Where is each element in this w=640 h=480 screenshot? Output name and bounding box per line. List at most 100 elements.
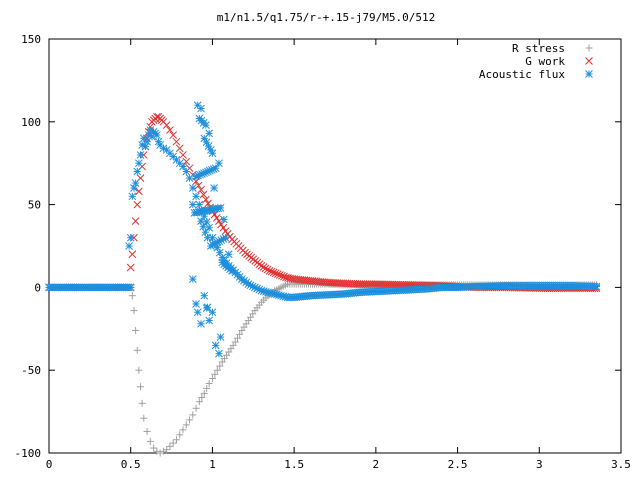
legend-label: Acoustic flux <box>479 68 565 81</box>
series-0-point <box>203 384 211 392</box>
series-2-point <box>188 184 197 192</box>
series-2-point <box>209 165 218 173</box>
series-0-point <box>233 334 241 342</box>
series-2-point <box>205 316 214 325</box>
series-0-point <box>223 351 231 359</box>
x-tick-label: 3 <box>536 458 543 471</box>
series-2-point <box>193 308 202 317</box>
series-0-point <box>135 366 143 374</box>
series-0-point <box>208 374 216 382</box>
series-2-point <box>201 228 210 237</box>
series-0-point <box>205 379 213 387</box>
series-1-point <box>199 190 208 199</box>
series-0-point <box>229 341 237 349</box>
legend-marker <box>585 70 593 78</box>
series-0-point <box>130 307 138 315</box>
series-2-point <box>135 159 143 168</box>
series-1-point <box>179 151 187 159</box>
series-2-point <box>192 300 200 308</box>
series-2-point <box>179 162 187 171</box>
series-1-point <box>273 270 282 279</box>
series-2-point <box>185 174 194 182</box>
series-1-point <box>126 263 135 272</box>
series-1-point <box>335 279 343 287</box>
series-0-point <box>262 294 270 302</box>
series-0-point <box>249 310 257 318</box>
series-1-point <box>275 271 284 279</box>
y-tick-label: 150 <box>21 33 41 46</box>
series-1-point <box>175 144 184 153</box>
series-0-point <box>192 404 200 412</box>
x-tick-label: 3.5 <box>611 458 631 471</box>
series-2-point <box>204 142 213 150</box>
chart-title: m1/n1.5/q1.75/r-+.15-j79/M5.0/512 <box>217 11 436 24</box>
series-2-point <box>202 218 211 226</box>
series-0-point <box>137 383 145 391</box>
series-2-point <box>226 265 234 274</box>
series-0-point <box>213 366 221 374</box>
series-0-point <box>200 389 208 397</box>
series-0-point <box>133 346 141 354</box>
series-0-point <box>159 447 167 455</box>
series-0-point <box>182 421 190 429</box>
series-0-point <box>242 320 250 328</box>
series-2-point <box>220 215 228 224</box>
series-1-point <box>269 268 278 277</box>
plot-area-border <box>48 38 622 454</box>
series-0-point <box>186 416 194 424</box>
series-2-point <box>216 333 225 341</box>
series-0-point <box>132 326 140 334</box>
series-2-point <box>261 287 270 296</box>
x-tick-label: 0.5 <box>121 458 141 471</box>
x-tick-label: 0 <box>46 458 53 471</box>
series-1-point <box>278 271 286 280</box>
y-tick-label: 100 <box>21 116 41 129</box>
series-0-point <box>195 398 203 406</box>
series-2-point <box>136 151 145 159</box>
series-0-point <box>169 439 177 447</box>
series-1-point <box>367 280 376 288</box>
series-2-point <box>141 142 150 151</box>
series-0-point <box>179 426 187 434</box>
series-2-point <box>197 104 205 113</box>
series-2-point <box>211 341 220 350</box>
y-axis: -100 -50 0 50 100 150 <box>15 33 621 460</box>
series-0-point <box>128 292 136 300</box>
series-0-point <box>163 446 171 454</box>
series-1-point <box>302 276 311 285</box>
series-1-point <box>271 269 280 278</box>
legend-label: G work <box>525 55 565 68</box>
series-0-point <box>146 437 154 445</box>
series-1-point <box>166 126 174 134</box>
legend-marker <box>585 44 593 52</box>
series-2-point <box>125 242 133 250</box>
series-2-point <box>131 179 140 187</box>
x-tick-label: 2 <box>373 458 380 471</box>
series-2-point <box>124 283 133 292</box>
series-0-point <box>153 447 161 455</box>
series-0-point <box>236 330 244 338</box>
y-tick-label: -100 <box>15 447 42 460</box>
series-0-point <box>150 444 158 452</box>
series-1-point <box>169 131 178 139</box>
series-2-point <box>154 137 163 146</box>
series-0-point <box>143 427 151 435</box>
series-0-point <box>216 362 224 370</box>
series-1-point <box>261 264 270 273</box>
series-2-point <box>153 131 161 139</box>
series-2-point <box>133 167 142 176</box>
y-tick-label: 50 <box>28 199 41 212</box>
series-2-point <box>224 250 233 259</box>
series-2-point <box>192 192 200 201</box>
series-2-point <box>202 304 211 312</box>
series-0-point <box>156 449 164 457</box>
series-1-point <box>215 217 223 226</box>
series-2-point <box>210 184 218 192</box>
series-2-point <box>208 149 217 158</box>
series-1-point <box>172 137 181 146</box>
series-1-point <box>182 157 191 166</box>
series-2-point <box>268 289 277 298</box>
series-0-point <box>140 414 148 422</box>
x-axis: 0 0.5 1 1.5 2 2.5 3 3.5 <box>46 39 631 471</box>
